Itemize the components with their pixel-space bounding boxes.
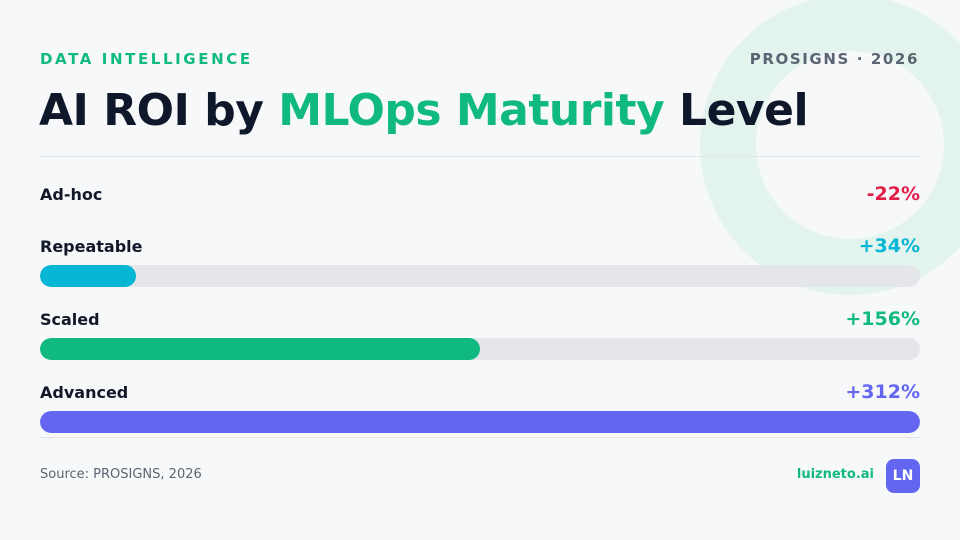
source-note: Source: PROSIGNS, 2026 — [40, 467, 202, 482]
eyebrow-label: DATA INTELLIGENCE — [40, 50, 253, 68]
title-highlight: MLOps Maturity — [278, 85, 665, 136]
bottom-divider — [40, 437, 920, 438]
page-title: AI ROI by MLOps Maturity Level — [39, 84, 809, 138]
decorative-ring — [700, 0, 960, 295]
bar-label: Ad-hoc — [40, 185, 103, 204]
bar — [40, 338, 480, 360]
bar-value-label: -22% — [866, 183, 920, 205]
bar-value-label: +34% — [858, 235, 920, 257]
bar-track — [40, 265, 920, 287]
bar-label: Repeatable — [40, 237, 143, 256]
bar-track — [40, 411, 920, 433]
top-divider — [40, 156, 920, 157]
bar-label: Advanced — [40, 383, 129, 402]
title-suffix: Level — [664, 85, 809, 136]
title-prefix: AI ROI by — [39, 85, 279, 136]
brand-tag: PROSIGNS · 2026 — [749, 50, 919, 68]
bar-track — [40, 338, 920, 360]
site-link[interactable]: luizneto.ai — [796, 467, 874, 482]
bar — [40, 265, 136, 287]
bar — [40, 411, 920, 433]
bar-label: Scaled — [40, 310, 100, 329]
bar-value-label: +156% — [845, 308, 920, 330]
logo-badge: LN — [886, 459, 920, 493]
bar-value-label: +312% — [845, 381, 920, 403]
